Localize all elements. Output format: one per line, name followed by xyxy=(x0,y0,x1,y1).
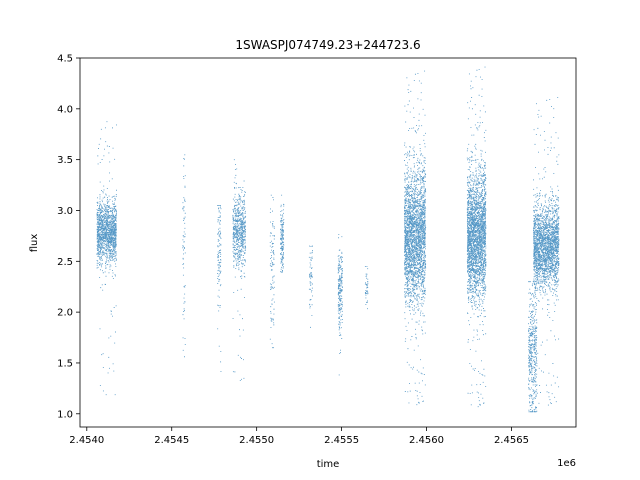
x-tick-label: 2.4560 xyxy=(409,435,444,446)
observing-season-points xyxy=(466,66,487,408)
x-tick-label: 2.4545 xyxy=(154,435,189,446)
y-axis-label: flux xyxy=(29,234,40,253)
x-axis-offset-label: 1e6 xyxy=(557,458,576,469)
x-tick-label: 2.4565 xyxy=(494,435,529,446)
x-tick-label: 2.4540 xyxy=(69,435,104,446)
y-tick-label: 1.5 xyxy=(57,358,73,369)
y-tick-label: 4.0 xyxy=(57,104,73,115)
observing-season-points xyxy=(182,154,186,358)
y-tick-label: 4.5 xyxy=(57,54,73,65)
chart-title: 1SWASPJ074749.23+244723.6 xyxy=(235,38,420,52)
observing-season-points xyxy=(308,245,314,328)
x-tick-label: 2.4555 xyxy=(324,435,359,446)
data-points xyxy=(96,66,560,413)
observing-season-points xyxy=(527,281,538,413)
observing-season-points xyxy=(403,70,427,406)
plot-frame xyxy=(79,57,577,428)
observing-season-points xyxy=(232,159,247,382)
x-axis: 2.4540 2.4545 2.4550 2.4555 2.4560 2.4565 xyxy=(69,427,529,446)
x-axis-label: time xyxy=(317,459,340,470)
y-tick-label: 1.0 xyxy=(57,409,73,420)
y-axis: 1.0 1.5 2.0 2.5 3.0 3.5 4.0 4.5 xyxy=(57,54,80,420)
observing-season-points xyxy=(280,194,285,273)
y-tick-label: 3.0 xyxy=(57,206,73,217)
observing-season-points xyxy=(96,121,117,396)
observing-season-points xyxy=(337,233,343,376)
observing-season-points xyxy=(364,265,369,310)
x-tick-label: 2.4550 xyxy=(239,435,274,446)
observing-season-points xyxy=(533,97,560,406)
observing-season-points xyxy=(269,194,275,349)
y-tick-label: 2.0 xyxy=(57,308,73,319)
observing-season-points xyxy=(217,204,222,372)
y-tick-label: 2.5 xyxy=(57,257,73,268)
y-tick-label: 3.5 xyxy=(57,155,73,166)
